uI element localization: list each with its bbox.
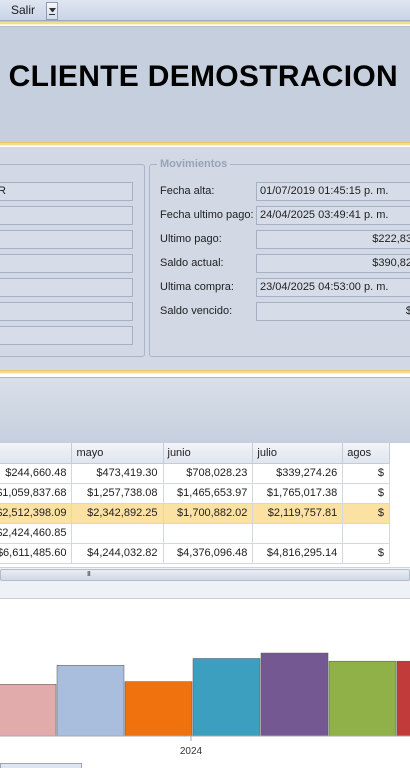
table-row[interactable]: $2,512,398.09 $2,342,892.25 $1,700,882.02 $…	[0, 503, 390, 524]
separator	[0, 370, 410, 374]
movimientos-label: Fecha ultimo pago:	[160, 209, 254, 221]
movimientos-label: Ultima compra:	[160, 281, 234, 293]
chart-bar	[260, 652, 329, 737]
movimientos-value-field[interactable]: $	[256, 302, 410, 321]
chart-bar	[328, 660, 397, 737]
table-row[interactable]: $6,611,485.60 $4,244,032.82 $4,376,096.48 $…	[0, 543, 390, 564]
table-header-row: rilmayojuniojulioagos	[0, 443, 390, 464]
table-row[interactable]: $2,424,460.85	[0, 523, 390, 544]
table-cell[interactable]: $	[342, 503, 390, 524]
column-header[interactable]: mayo	[71, 443, 164, 464]
table-cell[interactable]: $1,059,837.68	[0, 483, 73, 504]
table-cell[interactable]: $2,512,398.09	[0, 503, 73, 524]
client-data-group	[0, 164, 145, 357]
table-cell[interactable]: $1,465,653.97	[163, 483, 254, 504]
column-header[interactable]: ril	[0, 443, 73, 464]
movimientos-label: Fecha alta:	[160, 185, 215, 197]
movimientos-value-field[interactable]: 24/04/2025 03:49:41 p. m.	[256, 206, 410, 225]
chart-bar	[56, 665, 125, 737]
client-data-field[interactable]	[0, 206, 133, 225]
column-header[interactable]: agos	[342, 443, 390, 464]
grid-footer	[0, 581, 410, 599]
chart-bar	[124, 681, 193, 737]
table-cell[interactable]: $4,376,096.48	[163, 543, 254, 564]
client-data-field[interactable]	[0, 278, 133, 297]
scrollbar-thumb[interactable]	[0, 569, 410, 581]
table-row[interactable]: $1,059,837.68 $1,257,738.08 $1,465,653.97 $…	[0, 483, 390, 504]
scrollbar-grip-icon: III	[87, 571, 91, 578]
table-cell[interactable]: $339,274.26	[252, 463, 344, 484]
client-data-field[interactable]	[0, 254, 133, 273]
table-cell[interactable]: $1,765,017.38	[252, 483, 344, 504]
separator	[0, 21, 410, 25]
table-cell[interactable]: $	[342, 543, 390, 564]
sales-table: rilmayojuniojulioagos $244,660.48$473,41…	[0, 443, 390, 564]
client-name-title: CLIENTE DEMOSTRACION	[8, 60, 398, 93]
column-header[interactable]: junio	[163, 443, 254, 464]
client-header	[0, 26, 410, 143]
bottom-tab[interactable]	[0, 763, 82, 768]
table-cell[interactable]: $1,700,882.02	[163, 503, 254, 524]
client-data-field[interactable]	[0, 302, 133, 321]
table-cell[interactable]: $6,611,485.60	[0, 543, 73, 564]
column-header[interactable]: julio	[252, 443, 344, 464]
table-cell[interactable]	[71, 523, 164, 544]
sales-bar-chart: 2024	[0, 652, 410, 757]
table-cell[interactable]: $473,419.30	[71, 463, 164, 484]
table-cell[interactable]: $708,028.23	[163, 463, 254, 484]
sales-grid[interactable]: rilmayojuniojulioagos $244,660.48$473,41…	[0, 443, 410, 567]
menu-overflow-chevron-icon[interactable]	[46, 2, 58, 20]
table-cell[interactable]: $	[342, 483, 390, 504]
table-cell[interactable]: $	[342, 463, 390, 484]
client-data-field[interactable]: R	[0, 182, 133, 201]
table-cell[interactable]	[163, 523, 254, 544]
table-cell[interactable]: $2,342,892.25	[71, 503, 164, 524]
client-data-field[interactable]	[0, 326, 133, 345]
horizontal-scrollbar[interactable]: III	[0, 567, 410, 581]
x-tick-label-2024: 2024	[180, 746, 203, 757]
movimientos-label: Saldo vencido:	[160, 305, 233, 317]
client-data-field[interactable]	[0, 230, 133, 249]
table-cell[interactable]: $244,660.48	[0, 463, 73, 484]
menu-bar: Salir	[0, 0, 410, 21]
table-cell[interactable]: $4,816,295.14	[252, 543, 344, 564]
menu-item-salir[interactable]: Salir	[11, 3, 36, 17]
separator	[0, 142, 410, 146]
table-cell[interactable]: $4,244,032.82	[71, 543, 164, 564]
grid-toolbar-strip	[0, 377, 410, 443]
movimientos-value-field[interactable]: $222,83	[256, 230, 410, 249]
chart-bar	[0, 684, 57, 737]
chart-bar	[192, 658, 261, 737]
table-cell[interactable]: $2,424,460.85	[0, 523, 73, 544]
table-cell[interactable]: $1,257,738.08	[71, 483, 164, 504]
table-cell[interactable]	[252, 523, 344, 544]
table-cell[interactable]: $2,119,757.81	[252, 503, 344, 524]
movimientos-label: Ultimo pago:	[160, 233, 222, 245]
movimientos-value-field[interactable]: 23/04/2025 04:53:00 p. m.	[256, 278, 410, 297]
movimientos-group	[149, 164, 410, 357]
movimientos-title: Movimientos	[157, 158, 231, 170]
table-row[interactable]: $244,660.48 $473,419.30 $708,028.23 $339,27…	[0, 463, 390, 484]
movimientos-value-field[interactable]: 01/07/2019 01:45:15 p. m.	[256, 182, 410, 201]
table-cell[interactable]	[342, 523, 390, 544]
movimientos-value-field[interactable]: $390,82	[256, 254, 410, 273]
chart-bar	[396, 660, 410, 737]
movimientos-label: Saldo actual:	[160, 257, 224, 269]
